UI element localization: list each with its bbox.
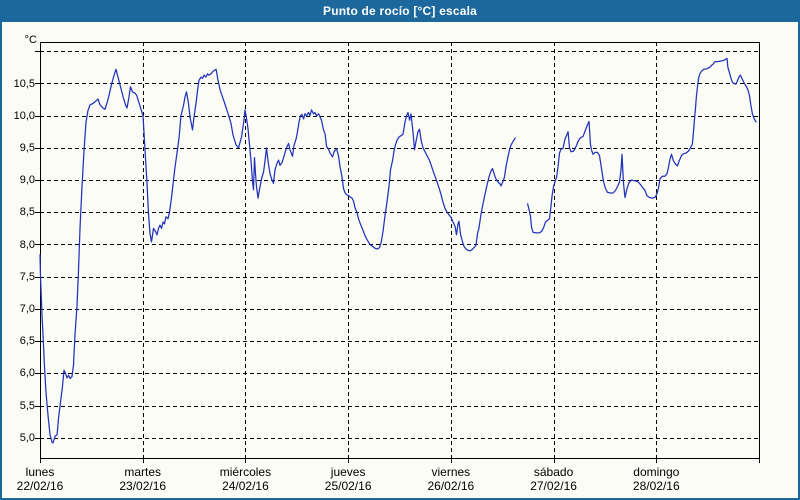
gridlines [40,42,759,458]
dewpoint-series [39,57,757,444]
window-titlebar[interactable]: Punto de rocío [°C] escala [0,0,800,22]
plot-border [40,42,760,459]
dewpoint-series-line [39,68,517,444]
axis-ticks [35,51,760,463]
window-title: Punto de rocío [°C] escala [322,4,478,18]
dewpoint-series-line [526,57,757,234]
y-axis-unit-label: °C [24,34,37,46]
